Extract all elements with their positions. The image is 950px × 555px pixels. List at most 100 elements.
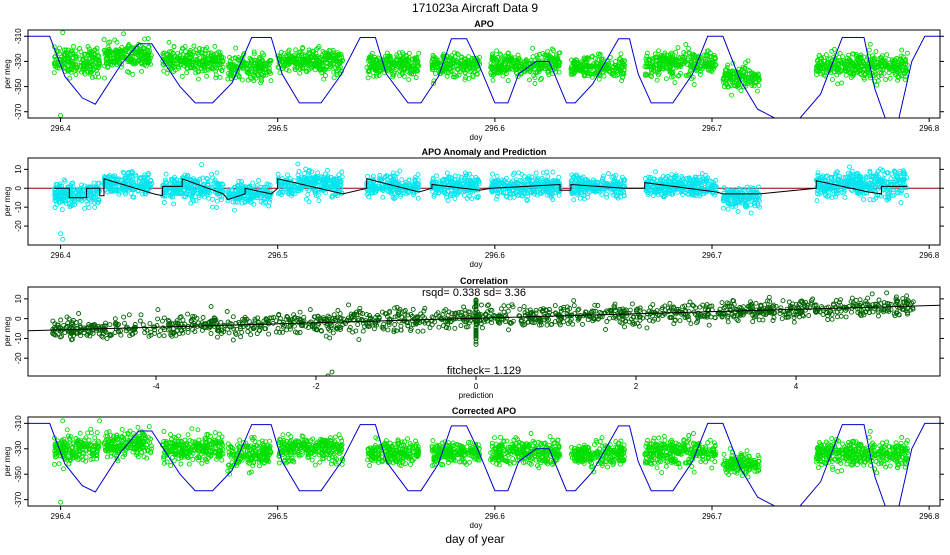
data-point <box>416 196 420 200</box>
data-point <box>535 53 539 57</box>
data-point <box>103 76 107 80</box>
data-point <box>885 53 889 57</box>
data-point <box>533 82 537 86</box>
data-point <box>551 170 555 174</box>
x-tick-label: 296.7 <box>702 124 723 133</box>
data-point <box>572 198 576 202</box>
data-point <box>495 174 499 178</box>
data-points <box>52 31 909 118</box>
y-tick-label: -350 <box>14 78 23 95</box>
data-point <box>607 172 611 176</box>
data-point <box>192 44 196 48</box>
x-tick-label: 296.4 <box>51 124 72 133</box>
data-point <box>868 42 872 46</box>
data-point <box>445 171 449 175</box>
data-point <box>654 170 658 174</box>
data-point <box>267 200 271 204</box>
data-point <box>673 81 677 85</box>
data-point <box>528 78 532 82</box>
data-point <box>72 44 76 48</box>
data-point <box>687 46 691 50</box>
data-point <box>233 208 237 212</box>
data-point <box>252 202 256 206</box>
data-point <box>205 74 209 78</box>
data-points <box>53 162 909 241</box>
data-point-outlier <box>61 31 65 35</box>
data-point <box>407 51 411 55</box>
data-point <box>286 173 290 177</box>
data-point <box>324 74 328 78</box>
data-point <box>655 78 659 82</box>
data-point <box>470 197 474 201</box>
data-point <box>172 202 176 206</box>
data-point <box>325 168 329 172</box>
data-point <box>164 172 168 176</box>
data-point <box>664 77 668 81</box>
data-point <box>68 76 72 80</box>
data-point <box>213 44 217 48</box>
data-point <box>185 71 189 75</box>
data-point <box>657 49 661 53</box>
data-point <box>557 175 561 179</box>
data-point <box>840 81 844 85</box>
panel-title: APO <box>474 19 494 29</box>
data-point <box>602 74 606 78</box>
data-point <box>267 204 271 208</box>
data-point <box>298 71 302 75</box>
data-point <box>93 205 97 209</box>
data-point <box>200 163 204 167</box>
data-point <box>215 171 219 175</box>
data-point <box>210 205 214 209</box>
data-point <box>491 172 495 176</box>
data-point <box>240 78 244 82</box>
data-point <box>115 40 119 44</box>
data-point <box>113 38 117 42</box>
data-point-outlier <box>122 32 126 36</box>
data-point <box>140 69 144 73</box>
data-point <box>220 198 224 202</box>
data-point <box>491 78 495 82</box>
data-point <box>888 76 892 80</box>
data-point <box>237 179 241 183</box>
data-point <box>332 70 336 74</box>
data-point <box>398 169 402 173</box>
data-point <box>332 76 336 80</box>
data-point <box>218 75 222 79</box>
data-point <box>884 78 888 82</box>
data-point <box>297 170 301 174</box>
data-point <box>74 73 78 77</box>
y-tick-label: -310 <box>14 28 23 45</box>
data-point <box>317 199 321 203</box>
data-point <box>215 206 219 210</box>
data-point <box>874 50 878 54</box>
data-point <box>234 46 238 50</box>
panel-title: APO Anomaly and Prediction <box>422 147 547 157</box>
data-point <box>836 82 840 86</box>
data-point <box>366 76 370 80</box>
data-point <box>614 59 618 63</box>
data-point <box>189 201 193 205</box>
data-point <box>307 200 311 204</box>
data-point <box>306 193 310 197</box>
model-line <box>28 36 940 119</box>
data-point <box>381 195 385 199</box>
data-point <box>251 181 255 185</box>
data-point <box>296 162 300 166</box>
x-tick-label: 296.8 <box>919 124 940 133</box>
data-point <box>366 174 370 178</box>
data-point <box>231 200 235 204</box>
data-point <box>684 42 688 46</box>
data-point <box>739 89 743 93</box>
data-point <box>495 49 499 53</box>
data-point <box>400 178 404 182</box>
x-tick-label: 296.6 <box>485 124 506 133</box>
x-tick-label: 296.5 <box>268 124 289 133</box>
data-point <box>905 51 909 55</box>
data-point <box>417 51 421 55</box>
data-point <box>534 171 538 175</box>
data-point <box>730 93 734 97</box>
data-point <box>180 74 184 78</box>
